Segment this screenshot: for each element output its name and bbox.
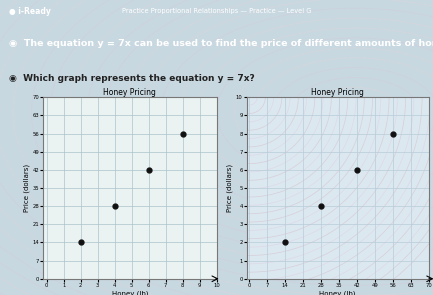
X-axis label: Honey (lb): Honey (lb) [320,291,356,295]
Text: ◉  Which graph represents the equation y = 7x?: ◉ Which graph represents the equation y … [9,74,255,83]
Title: Honey Pricing: Honey Pricing [311,88,364,96]
Y-axis label: Price (dollars): Price (dollars) [23,164,29,212]
Title: Honey Pricing: Honey Pricing [103,88,156,96]
Text: ● i-Ready: ● i-Ready [9,6,51,16]
X-axis label: Honey (lb): Honey (lb) [112,291,148,295]
Text: ◉  The equation y = 7x can be used to find the price of different amounts of hon: ◉ The equation y = 7x can be used to fin… [9,39,433,48]
Text: Practice Proportional Relationships — Practice — Level G: Practice Proportional Relationships — Pr… [122,8,311,14]
Y-axis label: Price (dollars): Price (dollars) [226,164,233,212]
